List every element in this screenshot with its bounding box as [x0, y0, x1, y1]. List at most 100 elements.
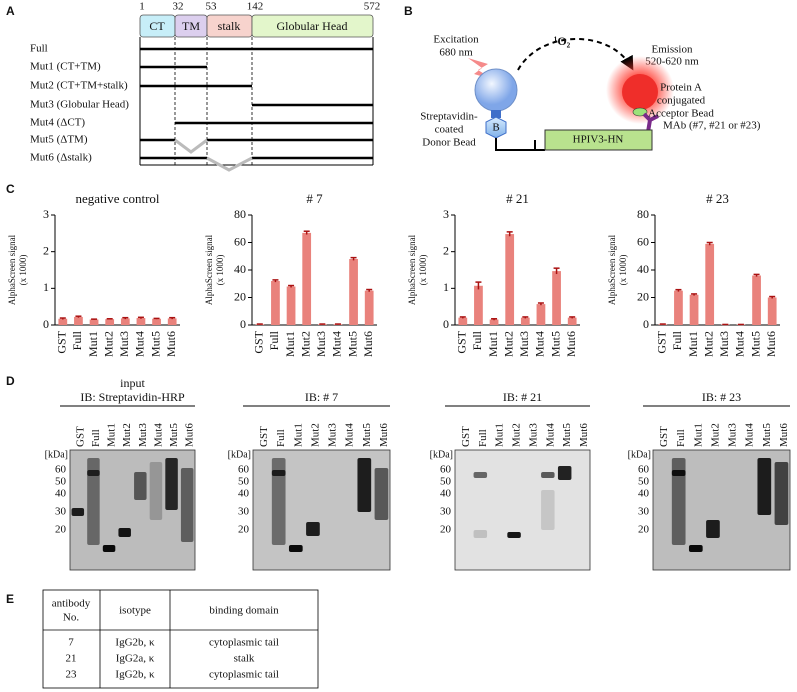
lane-label: GST	[74, 426, 86, 447]
table-cell: cytoplasmic tail	[209, 637, 279, 649]
marker-label: 30	[55, 506, 67, 518]
kda-unit: [kDa]	[45, 449, 68, 460]
x-tick-label: GST	[655, 330, 669, 353]
band	[180, 468, 194, 542]
table-cell: 21	[66, 653, 77, 665]
x-tick-label: Mut6	[764, 331, 778, 357]
band	[149, 462, 163, 520]
kda-unit: [kDa]	[228, 449, 251, 460]
y-tick-label: 0	[643, 317, 649, 331]
lane-label: Mut6	[378, 423, 390, 447]
band	[774, 462, 789, 525]
band	[706, 520, 720, 538]
band	[87, 470, 100, 476]
band	[357, 458, 372, 512]
x-tick-label: Mut4	[330, 331, 344, 357]
marker-label: 40	[55, 488, 67, 500]
x-tick-label: Mut6	[361, 331, 375, 357]
x-tick-label: Mut1	[486, 331, 500, 357]
marker-label: 40	[440, 488, 452, 500]
band	[288, 545, 303, 552]
bar	[349, 259, 358, 325]
y-axis-label: AlphaScreen signal	[407, 234, 417, 305]
bar	[286, 286, 296, 325]
x-tick-label: Mut2	[298, 331, 312, 357]
marker-label: 40	[638, 488, 650, 500]
chart-title: negative control	[75, 191, 159, 206]
lane-label: Mut2	[511, 423, 523, 447]
label: Protein A	[660, 82, 702, 94]
band	[473, 472, 488, 478]
linker	[495, 138, 545, 151]
marker-label: 40	[238, 488, 250, 500]
x-tick-label: Mut2	[501, 331, 515, 357]
bar	[505, 234, 515, 325]
x-tick-label: Mut6	[564, 331, 578, 357]
marker-label: 60	[638, 464, 650, 476]
position: 53	[206, 1, 218, 13]
band	[134, 472, 147, 500]
x-tick-label: Mut3	[117, 331, 131, 357]
y-tick-label: 3	[443, 207, 449, 221]
y-axis-label: (x 1000)	[418, 255, 428, 286]
construct: Full	[30, 43, 48, 55]
lane-label: Full	[477, 429, 489, 447]
bar	[705, 243, 715, 325]
lane-label: GST	[460, 426, 472, 447]
construct: Mut3 (Globular Head)	[30, 99, 129, 111]
marker-label: 20	[638, 524, 650, 536]
blot-title: IB: # 7	[305, 390, 338, 404]
marker-label: 30	[440, 506, 452, 518]
blot-title: IB: # 21	[503, 390, 542, 404]
label: Acceptor Bead	[648, 108, 714, 120]
lane-label: Mut3	[727, 423, 739, 447]
x-tick-label: Mut5	[345, 331, 359, 357]
lane-label: Mut1	[494, 423, 506, 447]
x-tick-label: Mut4	[133, 331, 147, 357]
bar	[458, 317, 468, 325]
chart-title: # 23	[706, 191, 729, 206]
bar	[474, 285, 483, 325]
bar	[674, 290, 683, 325]
table-cell: 7	[68, 637, 74, 649]
marker-label: 60	[440, 464, 452, 476]
band	[87, 458, 100, 545]
domain: TM	[182, 19, 200, 33]
label: 680 nm	[439, 47, 473, 59]
lane-label: Mut6	[578, 423, 590, 447]
table-cell: 23	[66, 669, 78, 681]
band	[557, 466, 572, 480]
table-border	[42, 589, 319, 689]
lane-label: Mut1	[692, 423, 704, 447]
x-tick-label: Mut2	[701, 331, 715, 357]
domain: CT	[149, 19, 165, 33]
panel-label: C	[6, 182, 15, 196]
y-axis-label: AlphaScreen signal	[7, 234, 17, 305]
lane-label: Mut5	[361, 423, 373, 447]
position: 32	[173, 1, 184, 13]
label: Emission	[652, 44, 693, 56]
label: coated	[435, 124, 464, 136]
y-tick-label: 2	[443, 243, 449, 257]
band	[541, 472, 555, 478]
marker-label: 20	[238, 524, 250, 536]
position: 1	[139, 1, 145, 13]
marker-label: 60	[55, 464, 67, 476]
table-header: binding domain	[209, 605, 279, 617]
marker-label: 50	[55, 476, 67, 488]
x-tick-label: Mut1	[686, 331, 700, 357]
label: conjugated	[657, 95, 706, 107]
x-tick-label: GST	[55, 330, 69, 353]
lane-label: Mut6	[778, 423, 790, 447]
y-tick-label: 1	[43, 280, 49, 294]
bar	[536, 304, 546, 325]
construct: Mut5 (ΔTM)	[30, 134, 88, 146]
construct: Mut1 (CT+TM)	[30, 61, 101, 73]
lane-label: Mut2	[121, 423, 133, 447]
bar	[364, 290, 374, 325]
panel-b: Excitation 680 nm ¹O₂ Emission 520-620 n…	[420, 34, 761, 151]
band	[118, 528, 131, 537]
band	[541, 490, 555, 530]
band	[165, 458, 178, 510]
